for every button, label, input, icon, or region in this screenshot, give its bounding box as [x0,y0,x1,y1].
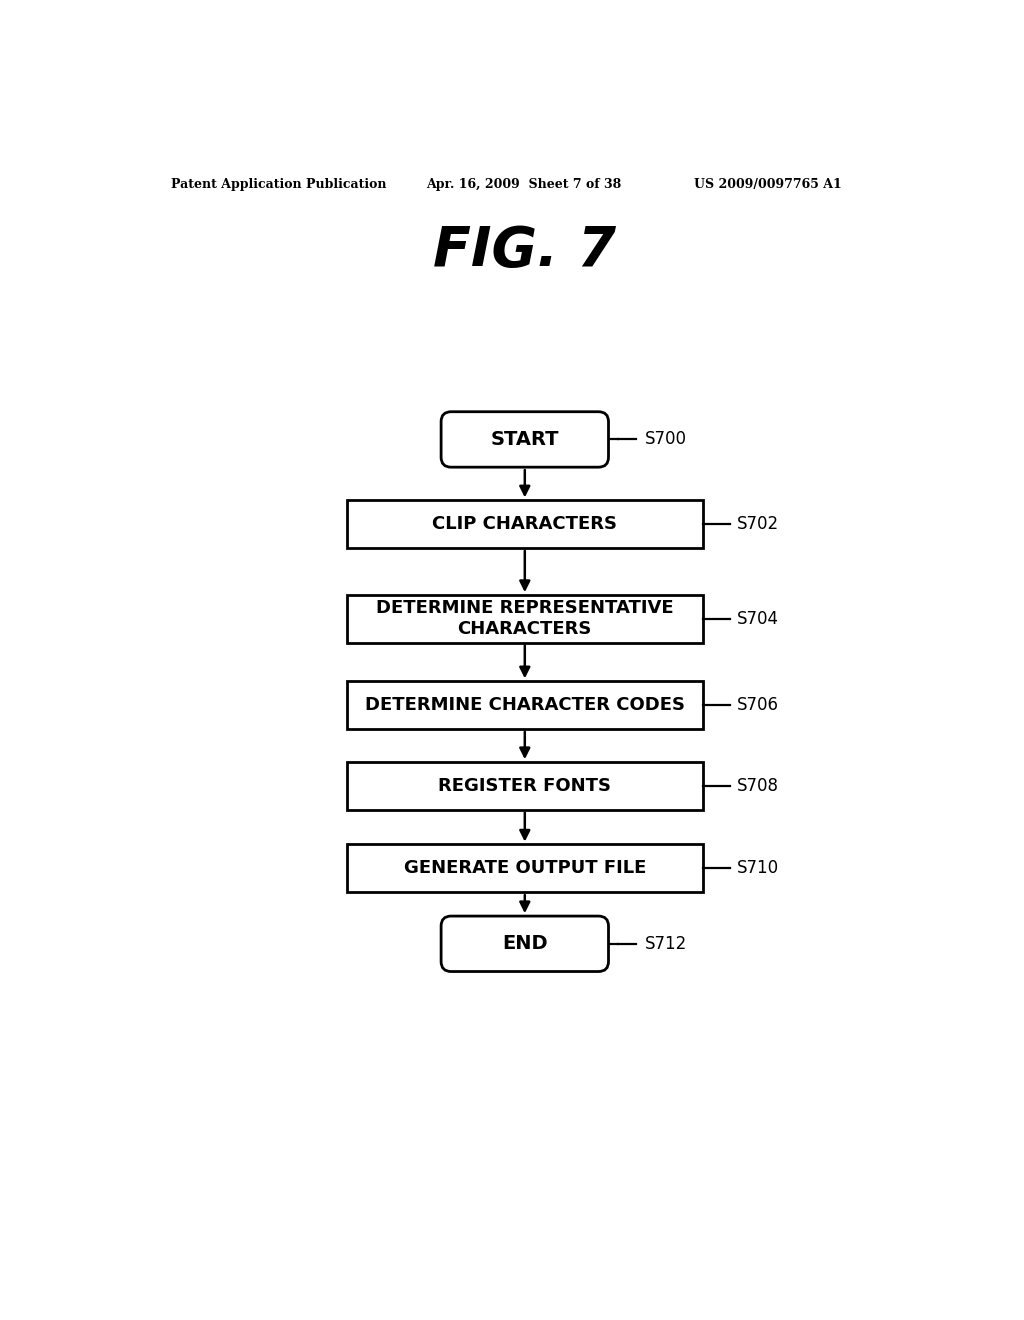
Text: GENERATE OUTPUT FILE: GENERATE OUTPUT FILE [403,859,646,878]
FancyBboxPatch shape [441,916,608,972]
Text: CLIP CHARACTERS: CLIP CHARACTERS [432,515,617,533]
Bar [346,845,703,892]
Text: S706: S706 [736,696,778,714]
Text: Patent Application Publication: Patent Application Publication [171,178,386,190]
Text: US 2009/0097765 A1: US 2009/0097765 A1 [693,178,842,190]
Text: START: START [490,430,559,449]
Text: Apr. 16, 2009  Sheet 7 of 38: Apr. 16, 2009 Sheet 7 of 38 [426,178,622,190]
Text: S712: S712 [645,935,687,953]
Text: END: END [502,935,548,953]
Bar [346,762,703,810]
Text: FIG. 7: FIG. 7 [433,224,616,277]
Text: S700: S700 [645,430,687,449]
Bar [346,595,703,643]
Text: S704: S704 [736,610,778,628]
Text: DETERMINE REPRESENTATIVE
CHARACTERS: DETERMINE REPRESENTATIVE CHARACTERS [376,599,674,639]
Text: REGISTER FONTS: REGISTER FONTS [438,777,611,795]
Text: DETERMINE CHARACTER CODES: DETERMINE CHARACTER CODES [365,696,685,714]
Bar [346,681,703,729]
Text: S710: S710 [736,859,778,878]
FancyBboxPatch shape [441,412,608,467]
Bar [346,500,703,548]
Text: S702: S702 [736,515,778,533]
Text: S708: S708 [736,777,778,795]
